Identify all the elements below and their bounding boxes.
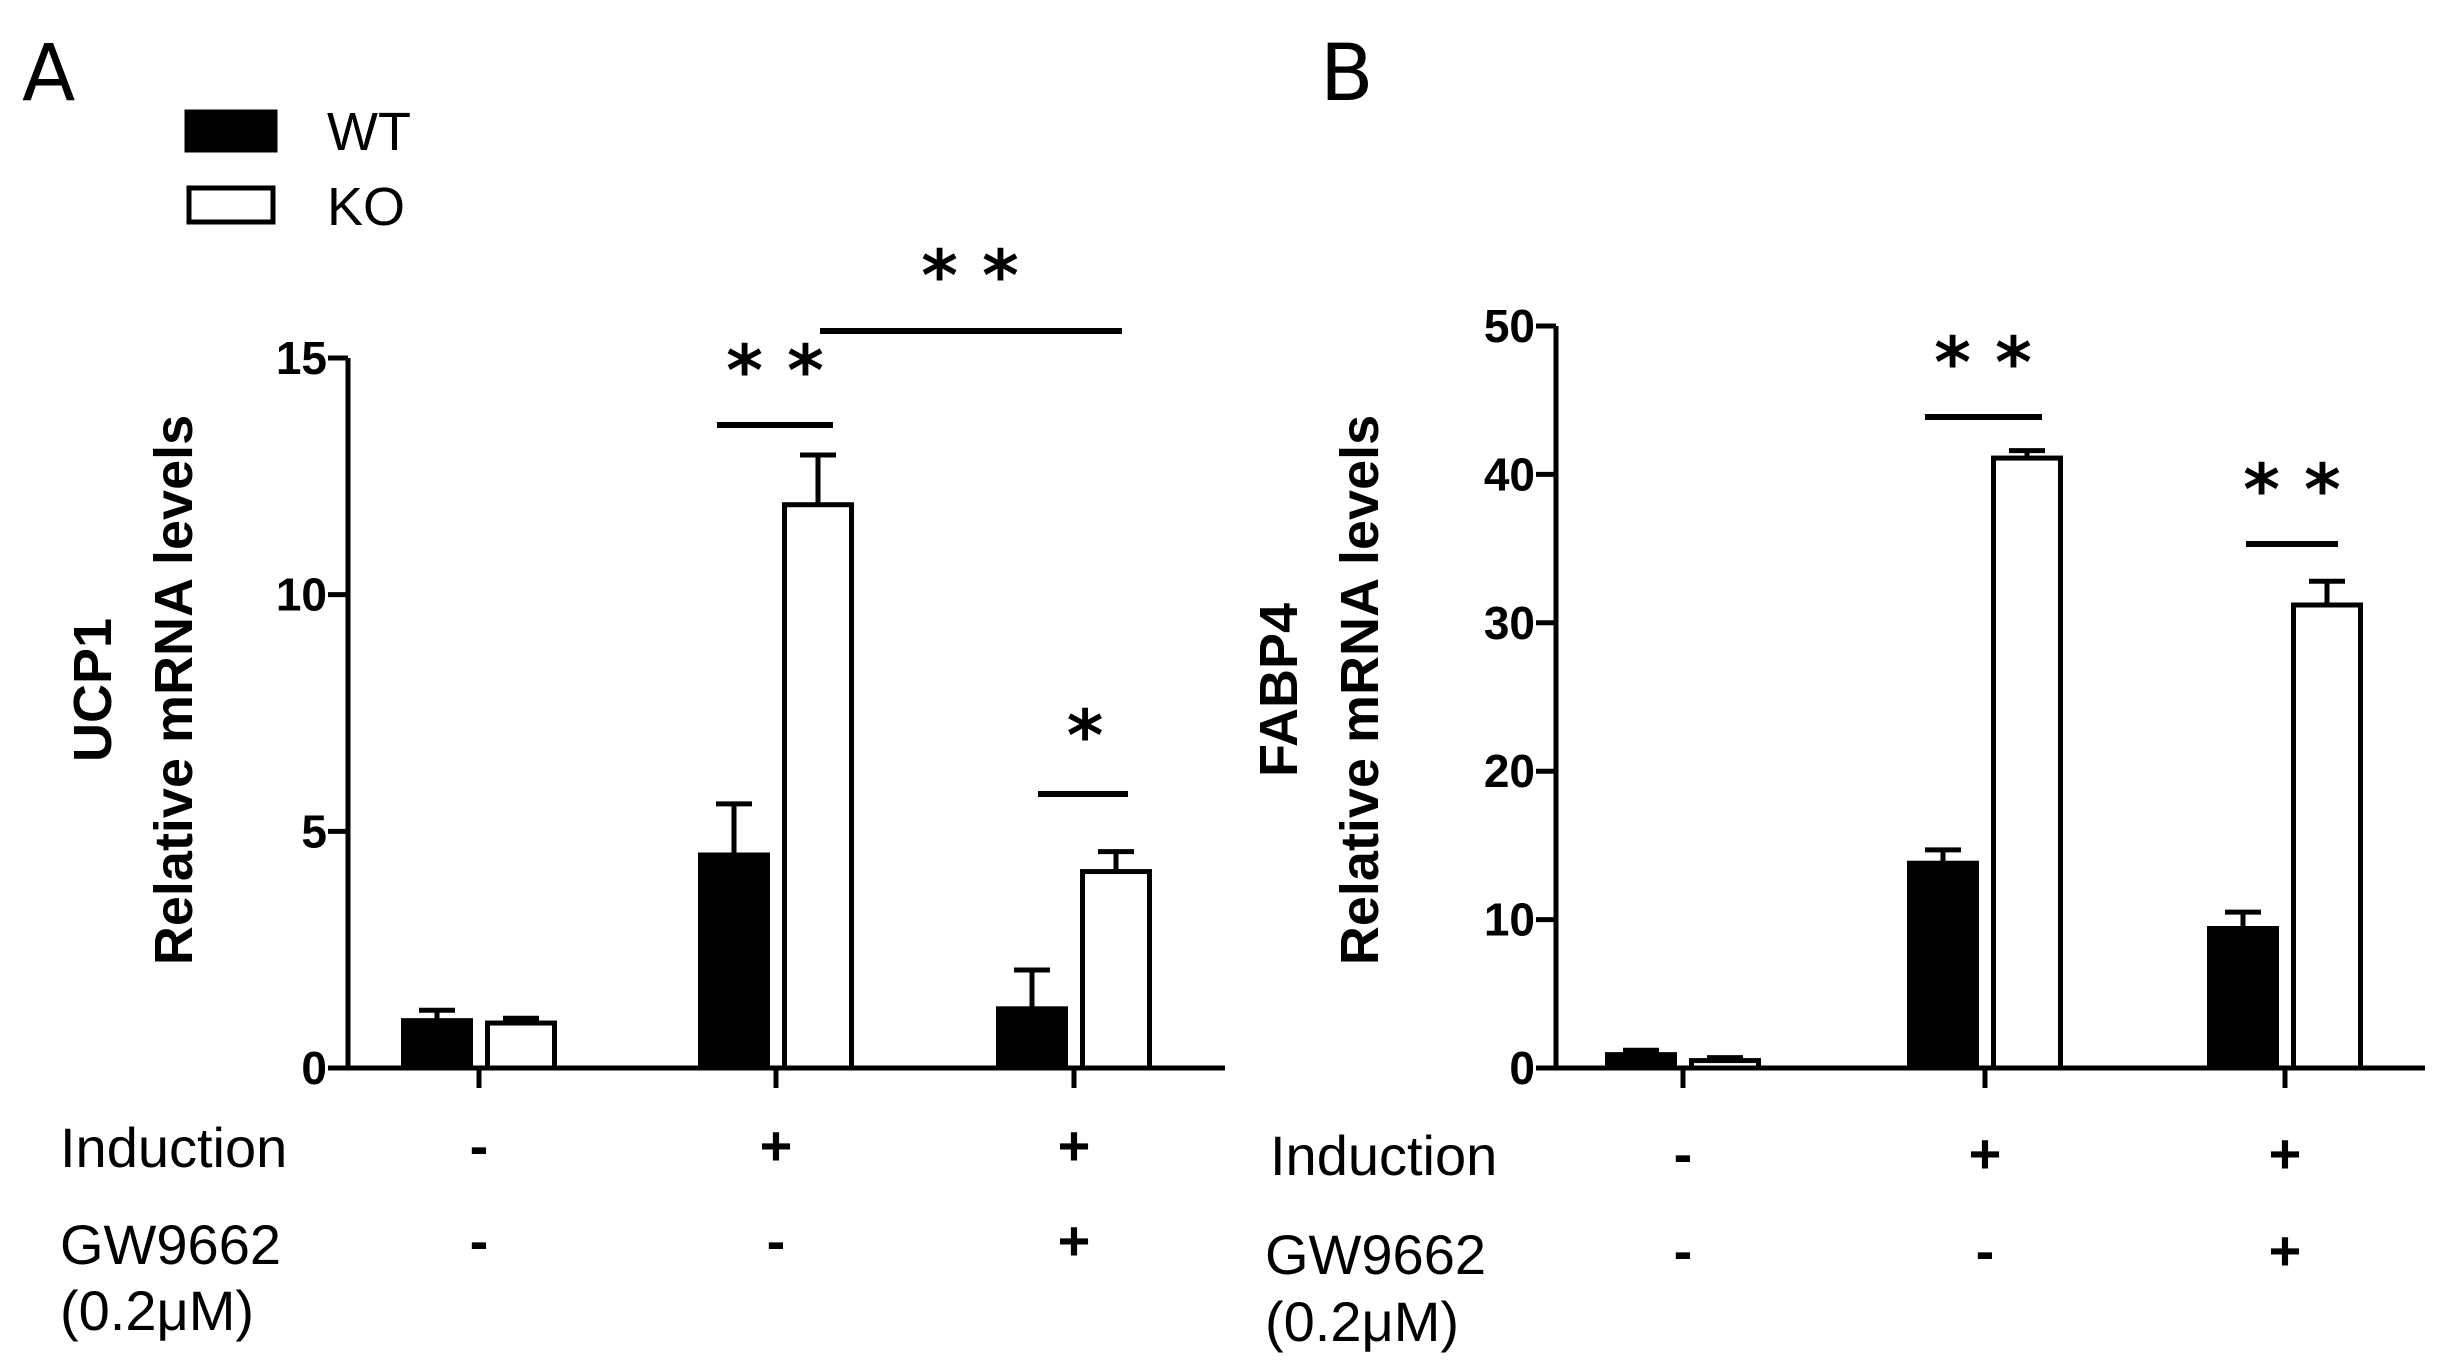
condition-sign: - [1674,1219,1693,1282]
legend-swatch-wt [184,109,278,153]
y-ticks: 0 10 20 30 40 50 [1484,300,1556,1094]
significance-stars: * * [1934,322,2032,404]
condition-sign: - [767,1209,786,1272]
y-tick-label: 0 [1509,1042,1535,1094]
condition-label-gw9662-dose: (0.2μM) [60,1279,254,1342]
bar-ko [1991,455,2063,1071]
bar-ko [485,1020,557,1071]
legend-label-wt: WT [327,102,411,162]
y-tick-label: 50 [1484,300,1535,352]
condition-label-induction: Induction [1270,1124,1497,1187]
bar-ko [2291,602,2363,1071]
significance-marks: * * * * * [717,235,1128,797]
bar-wt [401,1018,473,1071]
significance-stars: * * [726,330,824,412]
condition-sign: + [1969,1122,2002,1185]
condition-sign: + [2269,1122,2302,1185]
bar-wt [1605,1052,1677,1071]
condition-signs: - + + - - + [470,1114,1091,1272]
condition-label-induction: Induction [60,1116,287,1179]
bar-wt [996,1006,1068,1071]
y-tick-label: 20 [1484,745,1535,797]
bars [1605,448,2363,1088]
bar-ko [1689,1058,1761,1071]
panel-label-b: B [1320,29,1374,119]
condition-label-gw9662-dose: (0.2μM) [1265,1290,1459,1353]
legend-swatch-ko [186,185,276,225]
condition-sign: + [2269,1219,2302,1282]
condition-sign: - [1674,1122,1693,1185]
bar-wt [1907,860,1979,1071]
bars [401,452,1152,1088]
y-axis-label-line2: Relative mRNA levels [1330,415,1390,965]
significance-stars: * * [921,235,1019,317]
y-tick-label: 10 [276,569,327,621]
y-tick-label: 30 [1484,597,1535,649]
bar-ko [782,502,854,1071]
legend-label-ko: KO [327,177,405,237]
y-tick-label: 40 [1484,448,1535,500]
significance-stars: * * [2243,449,2341,531]
y-ticks: 0 5 10 15 [276,332,348,1094]
y-tick-label: 0 [301,1042,327,1094]
bar-wt [698,852,770,1071]
condition-sign: + [1058,1114,1091,1177]
significance-stars: * [1067,695,1104,777]
y-axis-label-line1: FABP4 [1249,603,1309,777]
condition-sign: - [1976,1219,1995,1282]
panel-label-a: A [22,29,75,119]
y-tick-label: 15 [276,332,327,384]
condition-signs: - + + - - + [1674,1122,2302,1282]
condition-label-gw9662: GW9662 [60,1213,281,1276]
y-tick-label: 10 [1484,894,1535,946]
condition-label-gw9662: GW9662 [1265,1223,1486,1286]
y-tick-label: 5 [301,805,327,857]
condition-sign: - [470,1209,489,1272]
y-axis-label-line1: UCP1 [63,618,123,762]
chart-panel-b: FABP4 Relative mRNA levels 0 10 20 30 40 50 *… [1249,300,2425,1353]
y-axis-label-line2: Relative mRNA levels [144,415,204,965]
condition-sign: - [470,1114,489,1177]
bar-wt [2207,926,2279,1071]
bar-ko [1080,869,1152,1071]
significance-marks: * * * * [1925,322,2341,547]
condition-sign: + [1058,1209,1091,1272]
condition-sign: + [760,1114,793,1177]
legend: WT KO [184,102,411,237]
